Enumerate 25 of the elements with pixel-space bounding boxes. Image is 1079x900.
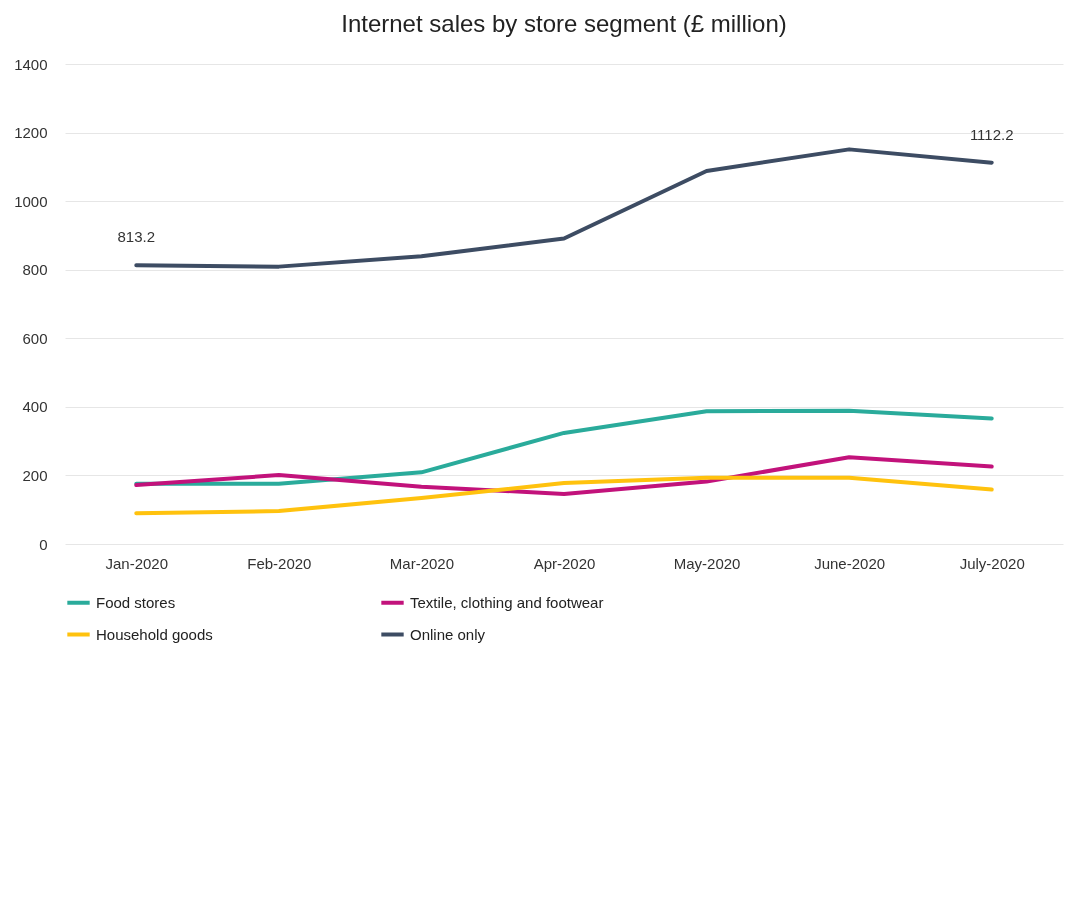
chart-title: Internet sales by store segment (£ million) [341,10,787,37]
y-tick-label: 0 [39,535,48,553]
legend-label: Household goods [96,625,213,643]
legend-label: Textile, clothing and footwear [410,593,604,611]
y-tick-label: 1200 [14,124,48,142]
line-series [134,408,994,486]
line-series [134,455,994,496]
y-tick-label: 800 [22,261,48,279]
y-tick-label: 400 [22,398,48,416]
y-tick-label: 1000 [14,192,48,210]
y-tick-label: 200 [22,466,48,484]
legend-label: Online only [410,625,486,643]
x-tick-label: Feb-2020 [247,554,312,572]
x-tick-label: May-2020 [673,554,741,572]
x-tick-label: Apr-2020 [533,554,596,572]
x-tick-label: Mar-2020 [389,554,455,572]
legend-label: Food stores [96,593,176,611]
data-label: 813.2 [117,228,156,246]
x-tick-label: July-2020 [959,554,1025,572]
y-tick-label: 600 [22,329,48,347]
y-tick-label: 1400 [14,55,48,73]
x-tick-label: June-2020 [814,554,886,572]
x-tick-label: Jan-2020 [105,554,169,572]
data-label: 1112.2 [969,125,1014,143]
line-series [134,475,994,516]
